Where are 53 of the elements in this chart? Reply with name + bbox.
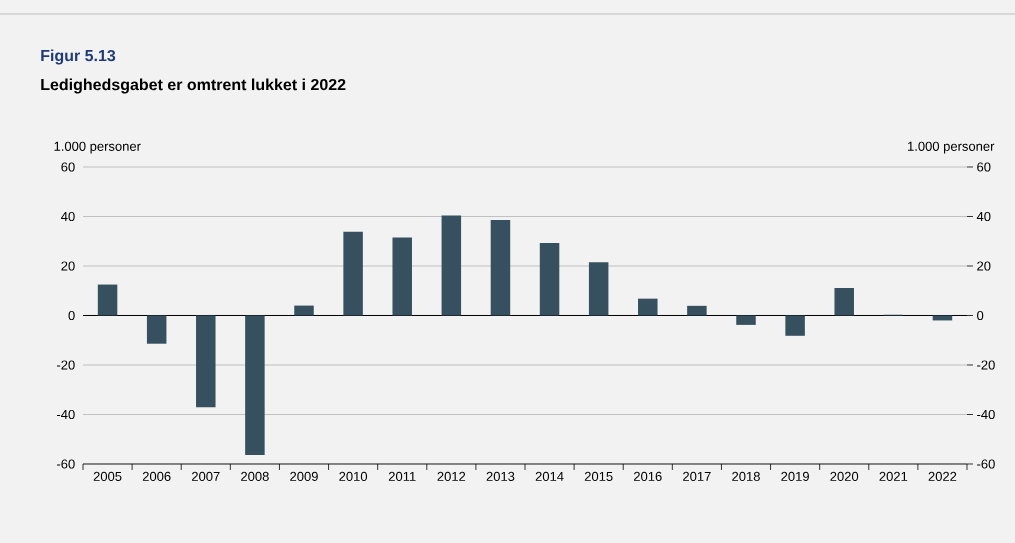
y2-axis-title: 1.000 personer	[908, 141, 995, 154]
x-tick-label: 2017	[683, 471, 711, 481]
x-tick-label: 2011	[388, 471, 416, 481]
bar	[146, 315, 167, 344]
bar	[490, 219, 511, 316]
x-tick-label: 2015	[584, 471, 613, 481]
y-tick-label: 20	[61, 261, 75, 271]
bar	[539, 242, 560, 316]
x-tick-label: 2018	[732, 471, 760, 481]
y2-tick-label: -60	[977, 459, 995, 469]
x-tick-label: 2014	[535, 471, 564, 481]
bar	[196, 315, 216, 408]
x-tick-label: 2009	[290, 471, 318, 481]
bar	[588, 262, 609, 316]
bar	[687, 305, 707, 316]
chart-subtitle: Ledighedsgabet er omtrent lukket i 2022	[41, 78, 346, 94]
bar	[97, 284, 118, 316]
bar	[441, 215, 462, 316]
y-tick-label: 60	[61, 162, 75, 172]
y-tick-label: -60	[57, 459, 75, 469]
x-tick-label: 2013	[486, 471, 515, 481]
x-tick-label: 2010	[339, 471, 368, 481]
y2-tick-label: 20	[977, 261, 991, 271]
chart-title: Figur 5.13	[41, 49, 116, 65]
x-tick-label: 2007	[191, 471, 220, 481]
y-tick-label: 0	[68, 310, 75, 321]
x-tick-label: 2016	[633, 471, 662, 481]
y2-tick-label: 40	[976, 211, 991, 222]
y-tick-label: -40	[57, 409, 75, 420]
y2-tick-label: 60	[977, 162, 991, 172]
bar	[245, 315, 265, 456]
bar	[343, 231, 363, 316]
bar	[736, 315, 756, 325]
x-tick-label: 2021	[879, 471, 908, 481]
x-tick-label: 2012	[437, 471, 466, 481]
bar	[834, 288, 854, 316]
bar	[638, 298, 658, 316]
y-tick-label: -20	[57, 360, 75, 370]
y2-tick-label: 0	[977, 310, 984, 321]
y-tick-label: 40	[61, 211, 75, 222]
bar	[785, 315, 805, 336]
bar	[932, 315, 953, 321]
x-tick-label: 2006	[142, 471, 171, 481]
y-axis-title: 1.000 personer	[54, 141, 141, 154]
x-tick-label: 2019	[781, 471, 809, 481]
bar	[294, 305, 314, 316]
x-tick-label: 2005	[93, 471, 122, 481]
x-tick-label: 2008	[241, 471, 269, 481]
y2-tick-label: -20	[977, 360, 995, 370]
y2-tick-label: -40	[977, 409, 995, 420]
x-tick-label: 2020	[830, 471, 859, 481]
bar	[392, 237, 412, 316]
x-tick-label: 2022	[928, 471, 957, 481]
